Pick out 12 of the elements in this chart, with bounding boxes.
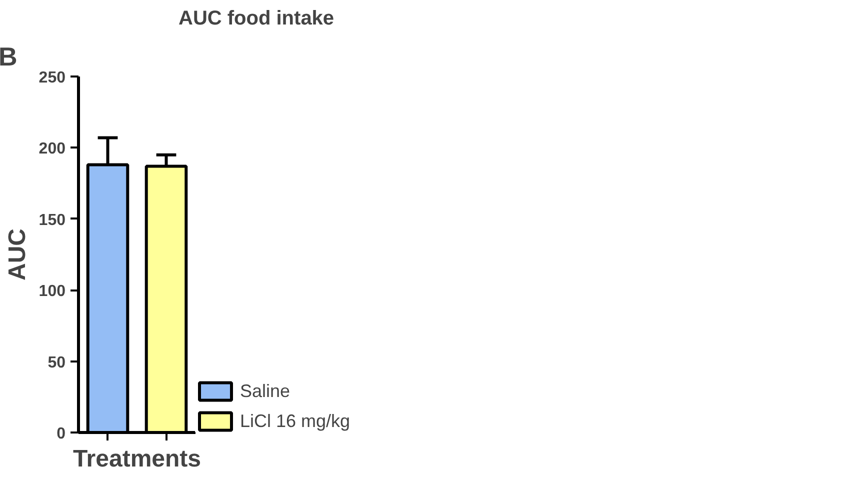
y-tick-label: 150: [38, 212, 66, 229]
y-tick-label: 100: [38, 283, 66, 300]
text: B: [0, 42, 18, 72]
legend-label: Saline: [240, 380, 290, 402]
y-tick-label: 50: [48, 354, 66, 372]
y-tick-label: 0: [56, 426, 66, 442]
y-tick-label: 200: [38, 140, 66, 158]
legend-label: LiCl 16 mg/kg: [240, 410, 350, 432]
x-axis-title: Treatments: [72, 446, 202, 472]
text: AUC food intake: [178, 8, 334, 30]
y-axis-title: AUC: [4, 228, 31, 280]
y-tick-label: 250: [38, 70, 66, 86]
